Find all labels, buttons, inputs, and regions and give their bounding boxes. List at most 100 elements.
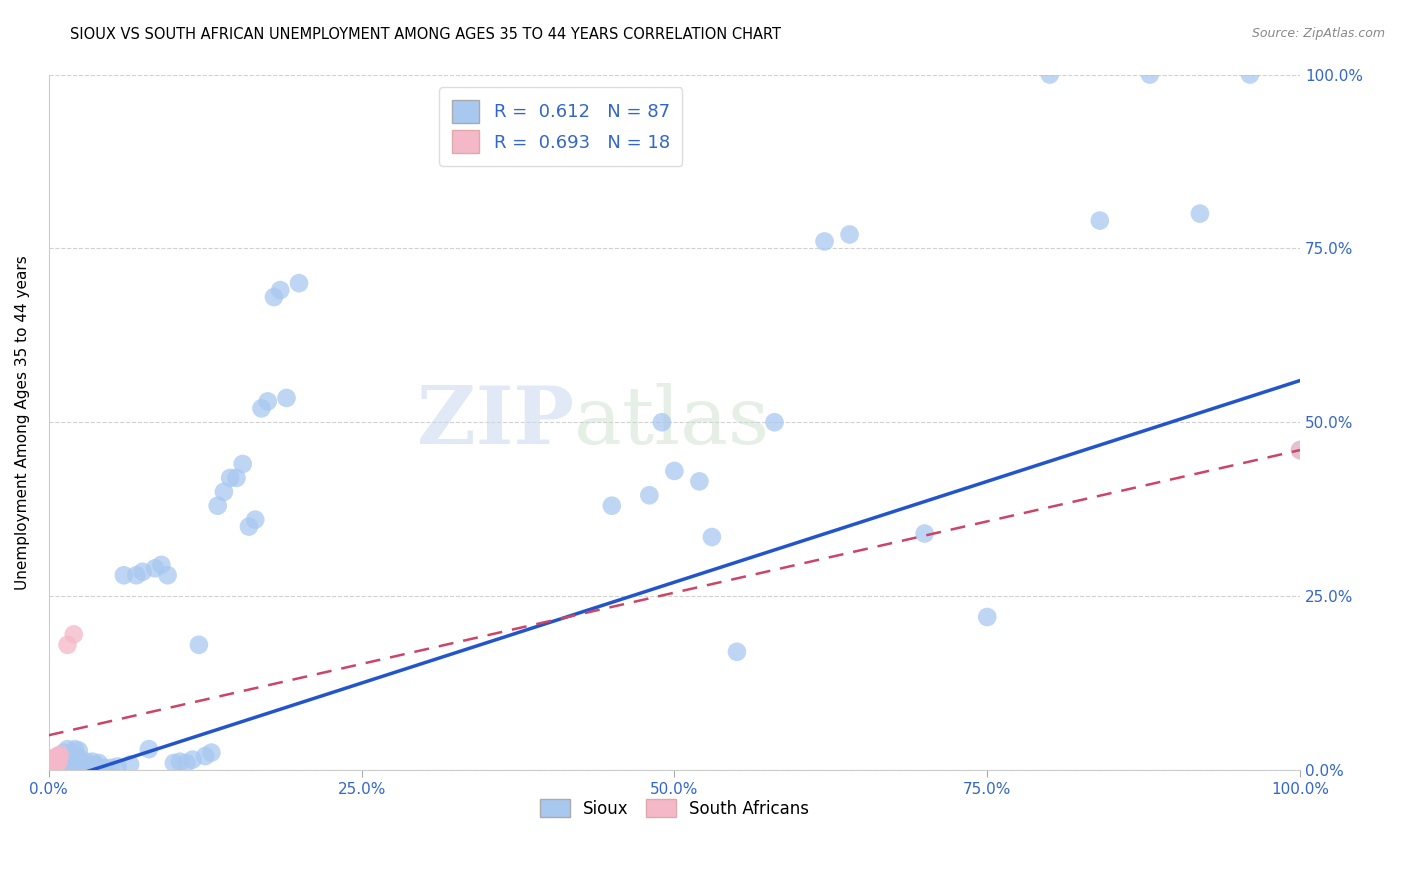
Point [82,755,104,769]
Point [41,755,63,769]
Point [41,761,63,775]
Point [72,759,94,773]
Point [39,757,62,772]
Point [39,759,62,773]
Point [156,568,179,582]
Point [181,753,204,767]
Point [1289,443,1312,458]
Point [120,757,142,772]
Point [75,755,97,769]
Point [51,759,73,773]
Point [176,756,198,770]
Point [62,746,84,760]
Point [207,499,229,513]
Point [56,742,79,756]
Point [212,484,235,499]
Point [84,758,107,772]
Point [52,746,75,760]
Point [63,742,86,756]
Point [51,756,73,770]
Point [250,401,273,416]
Point [51,753,73,767]
Point [49,761,72,775]
Text: Source: ZipAtlas.com: Source: ZipAtlas.com [1251,27,1385,40]
Point [664,464,686,478]
Point [1039,68,1062,82]
Point [1088,213,1111,227]
Point [138,742,160,756]
Point [44,756,66,770]
Y-axis label: Unemployment Among Ages 35 to 44 years: Unemployment Among Ages 35 to 44 years [15,255,30,590]
Point [688,475,710,489]
Point [200,746,222,760]
Point [39,759,62,773]
Point [62,753,84,767]
Point [813,235,835,249]
Point [45,757,67,772]
Point [42,753,65,767]
Point [53,755,76,769]
Point [44,756,66,770]
Point [67,743,90,757]
Point [288,276,311,290]
Point [1139,68,1161,82]
Point [45,758,67,772]
Point [169,755,191,769]
Point [263,290,285,304]
Point [42,757,65,772]
Point [100,761,122,775]
Point [62,627,84,641]
Point [245,513,267,527]
Point [256,394,278,409]
Point [838,227,860,242]
Point [225,471,247,485]
Point [125,568,148,582]
Point [638,488,661,502]
Point [60,759,83,773]
Point [65,756,87,770]
Point [69,761,91,775]
Point [232,457,254,471]
Point [94,761,117,775]
Point [238,519,260,533]
Point [725,645,748,659]
Point [763,415,786,429]
Point [46,756,69,770]
Point [49,747,72,762]
Point [59,755,82,769]
Point [87,756,110,770]
Point [143,561,166,575]
Point [53,761,76,775]
Point [46,760,69,774]
Point [914,526,936,541]
Point [56,638,79,652]
Point [51,749,73,764]
Point [163,756,186,770]
Point [651,415,673,429]
Point [600,499,623,513]
Point [1188,206,1211,220]
Point [112,568,135,582]
Point [48,755,70,769]
Text: SIOUX VS SOUTH AFRICAN UNEMPLOYMENT AMONG AGES 35 TO 44 YEARS CORRELATION CHART: SIOUX VS SOUTH AFRICAN UNEMPLOYMENT AMON… [70,27,782,42]
Point [269,283,291,297]
Point [276,391,298,405]
Point [49,750,72,764]
Point [44,762,66,776]
Point [48,753,70,767]
Point [46,755,69,769]
Point [55,750,77,764]
Point [1239,68,1261,82]
Point [219,471,242,485]
Point [700,530,723,544]
Point [42,757,65,772]
Point [194,749,217,764]
Point [58,757,80,772]
Point [41,759,63,773]
Point [107,759,129,773]
Point [131,565,153,579]
Point [48,750,70,764]
Point [150,558,173,572]
Point [48,757,70,772]
Text: ZIP: ZIP [418,384,574,461]
